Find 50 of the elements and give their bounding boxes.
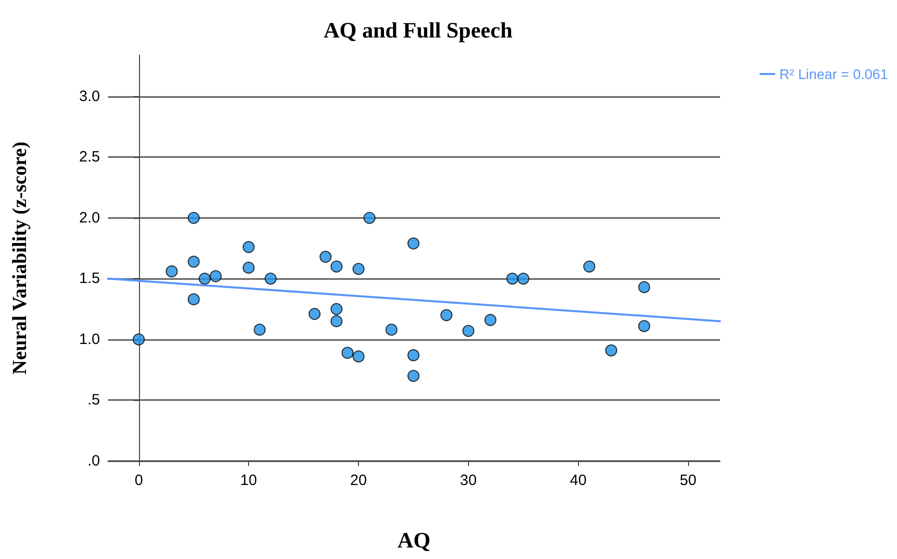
point bbox=[638, 281, 650, 294]
y-tick-label: 3.0 bbox=[79, 88, 100, 105]
point bbox=[188, 256, 200, 268]
point bbox=[342, 346, 354, 359]
y-tick-label: .0 bbox=[87, 452, 100, 470]
point bbox=[166, 265, 178, 278]
x-tick-label: 40 bbox=[570, 472, 587, 489]
point bbox=[364, 212, 376, 224]
point bbox=[506, 272, 518, 285]
x-tick-label: 0 bbox=[134, 472, 143, 489]
point bbox=[352, 350, 365, 362]
point bbox=[242, 262, 255, 274]
chart-title: AQ and Full Speech bbox=[324, 18, 512, 42]
point bbox=[330, 315, 343, 328]
x-axis-title: AQ bbox=[398, 528, 430, 552]
point bbox=[210, 270, 222, 282]
point bbox=[320, 250, 332, 263]
point bbox=[407, 349, 420, 362]
point bbox=[188, 212, 200, 224]
y-tick-label: 2.5 bbox=[79, 148, 100, 166]
point bbox=[330, 303, 343, 316]
point bbox=[352, 262, 365, 275]
point bbox=[407, 370, 420, 382]
point bbox=[308, 308, 321, 320]
point bbox=[484, 314, 496, 326]
y-axis-title: Neural Variability (z-score) bbox=[9, 142, 31, 374]
x-tick-label: 50 bbox=[680, 472, 696, 489]
x-tick-label: 20 bbox=[350, 472, 367, 489]
point bbox=[385, 324, 398, 336]
point bbox=[462, 324, 474, 337]
point bbox=[517, 272, 530, 285]
x-tick-label: 10 bbox=[240, 472, 257, 489]
y-tick-label: 1.5 bbox=[79, 270, 100, 288]
point bbox=[242, 241, 255, 254]
x-tick-label: 30 bbox=[460, 472, 477, 489]
point bbox=[407, 237, 420, 250]
legend-label: R² Linear = 0.061 bbox=[779, 66, 888, 82]
point bbox=[440, 309, 452, 322]
point bbox=[264, 272, 277, 285]
point bbox=[605, 344, 618, 356]
point bbox=[132, 333, 145, 346]
point bbox=[638, 320, 650, 332]
point bbox=[198, 272, 211, 285]
y-tick-label: .5 bbox=[87, 392, 100, 409]
point bbox=[583, 260, 596, 273]
point bbox=[188, 293, 200, 306]
y-tick-label: 1.0 bbox=[79, 330, 100, 348]
y-tick-label: 2.0 bbox=[79, 209, 100, 226]
point bbox=[254, 324, 266, 336]
point bbox=[330, 260, 343, 273]
